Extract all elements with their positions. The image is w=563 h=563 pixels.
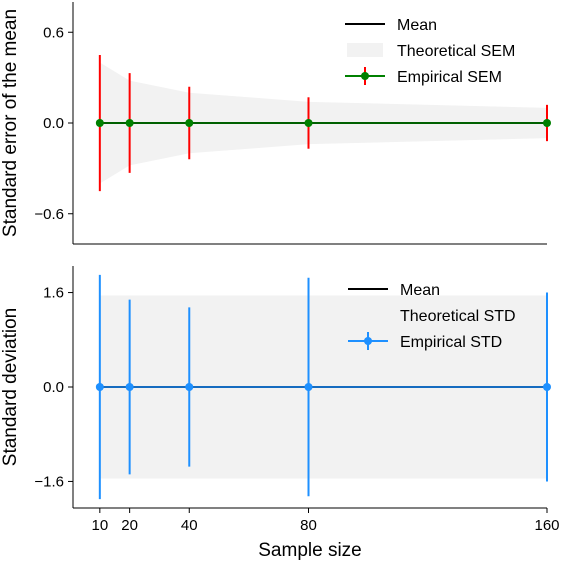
data-point [95,119,104,127]
data-point [125,383,134,391]
y-tick-label: 0.6 [43,24,64,41]
y-tick-label: −1.6 [34,473,64,490]
y-tick-label: 0.0 [43,115,64,132]
y-tick-label: 1.6 [43,285,64,302]
y-tick-label: 0.0 [43,379,64,396]
legend-band-swatch [347,43,383,57]
legend-band-label: Theoretical STD [400,308,516,325]
y-axis-label-2: Standard deviation [0,308,21,466]
legend-mean-label: Mean [400,282,440,299]
legend-empirical-label: Empirical SEM [397,69,502,86]
x-axis-label: Sample size [258,540,362,561]
x-tick-label: 160 [534,517,559,534]
x-tick-label: 80 [300,517,317,534]
legend-mean-label: Mean [397,17,437,34]
data-point [185,383,194,391]
legend-empirical-label: Empirical STD [400,334,502,351]
data-point [543,119,551,127]
data-point [125,119,134,127]
legend-band-label: Theoretical SEM [397,43,515,60]
data-point [95,383,104,391]
x-tick-label: 20 [121,517,138,534]
y-tick-label: −0.6 [34,206,64,223]
data-point [543,383,551,391]
data-point [304,383,313,391]
legend-empirical-marker [361,72,369,80]
legend-empirical-marker [364,337,372,345]
data-point [185,119,194,127]
x-tick-label: 40 [181,517,198,534]
y-axis-label-1: Standard error of the mean [0,9,21,237]
x-tick-label: 10 [91,517,108,534]
data-point [304,119,313,127]
